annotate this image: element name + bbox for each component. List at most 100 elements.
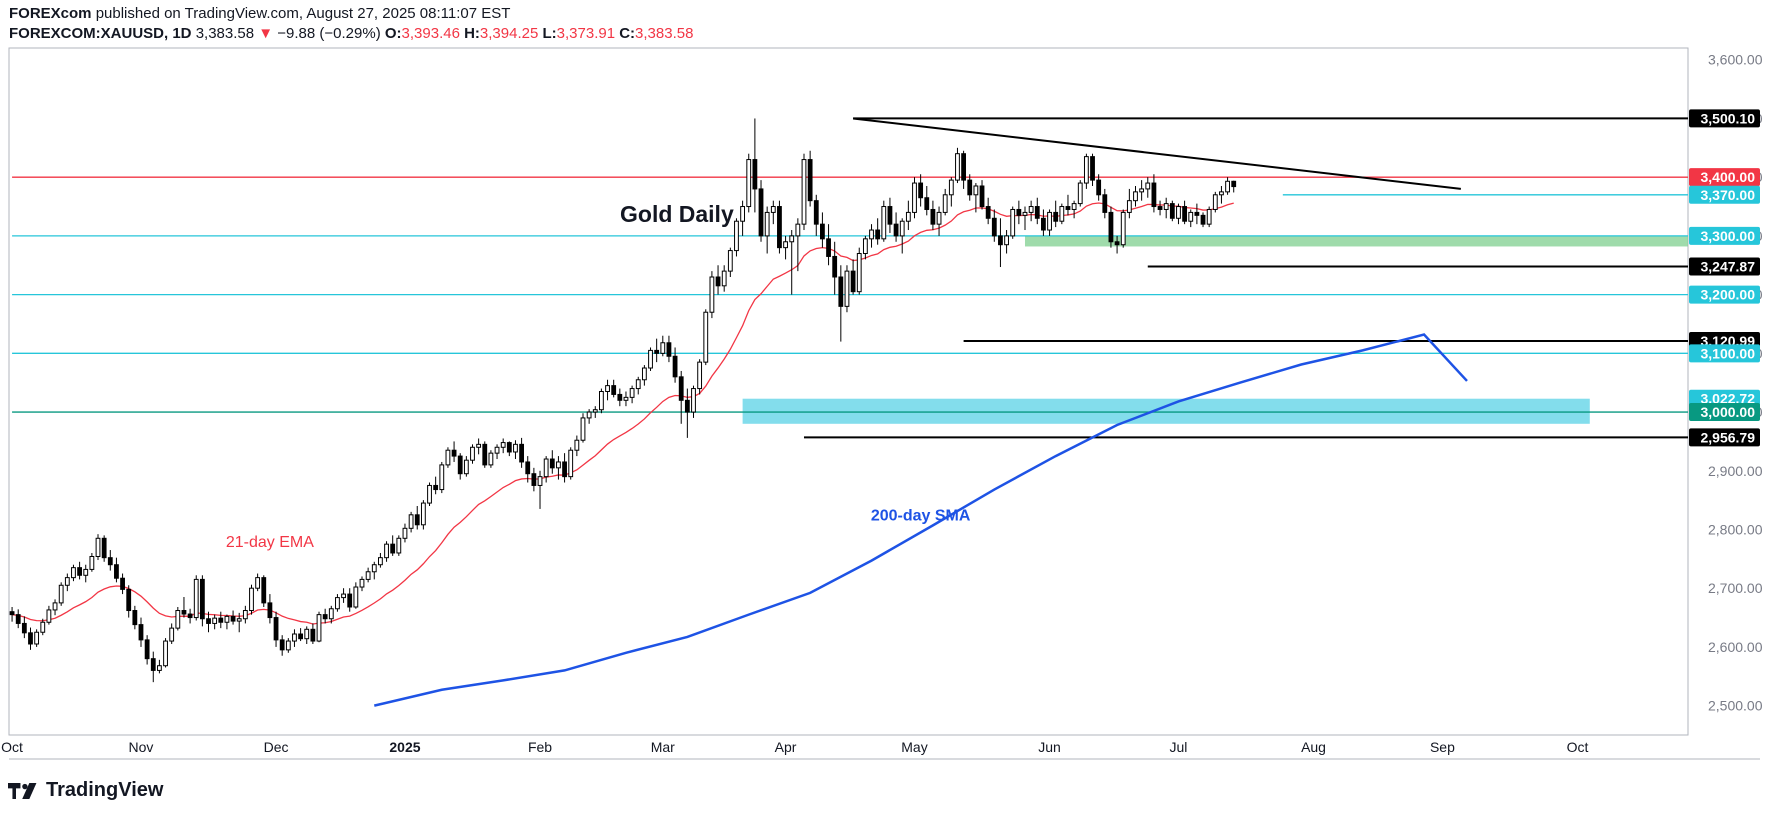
candle-body [420,502,426,526]
candle-body [1133,191,1138,202]
candle-body [1028,206,1034,213]
candle-body [470,446,475,461]
candle-body [371,564,377,573]
low-label: L: [542,25,557,42]
candle-body [230,615,236,622]
x-tick-label: Sep [1430,739,1455,755]
indicator-annotation: 21-day EMA [226,534,314,551]
y-tick-label: 2,700.00 [1708,580,1763,596]
candle-body [175,610,181,629]
publisher-name[interactable]: FOREXcom [9,5,92,22]
candle-body [1059,206,1065,222]
candle-body [40,621,46,633]
chart-title: Gold Daily [620,201,734,227]
candle-body [721,270,727,287]
candle-body [666,342,672,357]
candle-body [777,206,782,249]
candle-body [101,537,107,559]
x-tick-label: Dec [264,739,289,755]
candle-body [678,376,684,401]
candle-body [52,602,58,611]
candle-body [107,557,113,566]
candle-body [991,217,997,237]
candle-body [1225,180,1230,193]
symbol-label[interactable]: FOREXCOM:XAUUSD, 1D [9,25,192,42]
candle-body [549,458,555,469]
candle-body [353,586,359,608]
candle-body [543,458,549,478]
price-tag-label: 3,370.00 [1701,187,1756,203]
candle-body [635,379,641,390]
candle-body [28,632,33,645]
candle-body [1022,211,1028,216]
x-tick-label: Aug [1301,739,1326,755]
price-tag-label: 3,247.87 [1701,259,1756,275]
candle-body [746,159,752,208]
tradingview-logo-icon [8,782,37,799]
candle-body [1034,206,1040,219]
candle-body [384,543,389,559]
candle-body [660,342,666,354]
candle-body [488,452,494,466]
candle-body [697,361,703,390]
tradingview-logo[interactable]: TradingView [8,779,163,802]
price-tag-label: 3,100.00 [1701,345,1756,361]
candle-body [795,223,801,237]
candle-body [206,618,211,624]
x-tick-label: May [901,739,927,755]
down-arrow-icon: ▼ [258,25,274,42]
candle-body [899,220,905,237]
candle-body [218,617,224,623]
candle-body [316,614,322,642]
x-tick-label: Nov [129,739,154,755]
candle-body [169,627,175,642]
x-tick-label: Oct [1,739,23,755]
candle-body [378,557,383,566]
y-tick-label: 2,600.00 [1708,639,1763,655]
candle-body [1169,203,1175,219]
candle-body [586,411,592,419]
candle-body [844,270,850,307]
candle-body [869,229,874,240]
trendline [852,117,1461,190]
candle-body [224,615,230,623]
candle-body [163,640,168,667]
candle-body [292,633,297,642]
candle-body [193,578,199,619]
candle-body [120,577,125,590]
candle-body [157,665,162,671]
x-tick-label: 2025 [389,739,420,755]
candle-body [1083,156,1089,184]
candle-body [912,182,917,213]
price-tag-label: 3,500.10 [1701,110,1756,126]
price-tag-bg [1689,428,1760,447]
candle-body [887,206,893,225]
candle-body [402,527,408,539]
candle-body [304,628,310,640]
x-tick-label: Jun [1038,739,1061,755]
candle-body [64,577,70,586]
candle-body [936,211,942,225]
candle-body [267,602,273,619]
candle-body [764,211,770,237]
candle-body [150,658,156,671]
price-tag-bg [1689,109,1760,128]
candle-body [273,617,279,641]
x-tick-label: Jul [1170,739,1188,755]
candle-body [703,311,709,363]
candle-body [1163,203,1169,210]
candle-body [942,194,948,213]
candle-body [83,568,89,576]
candle-body [1041,217,1046,231]
candle-body [500,442,506,448]
candle-body [335,597,340,610]
y-tick-label: 2,900.00 [1708,463,1763,479]
x-tick-label: Feb [528,739,552,755]
candle-body [1139,188,1145,193]
candle-body [813,200,819,225]
candle-body [967,179,973,196]
price-tag-bg [1689,257,1760,276]
candle-body [580,417,586,441]
candle-body [1151,182,1157,208]
